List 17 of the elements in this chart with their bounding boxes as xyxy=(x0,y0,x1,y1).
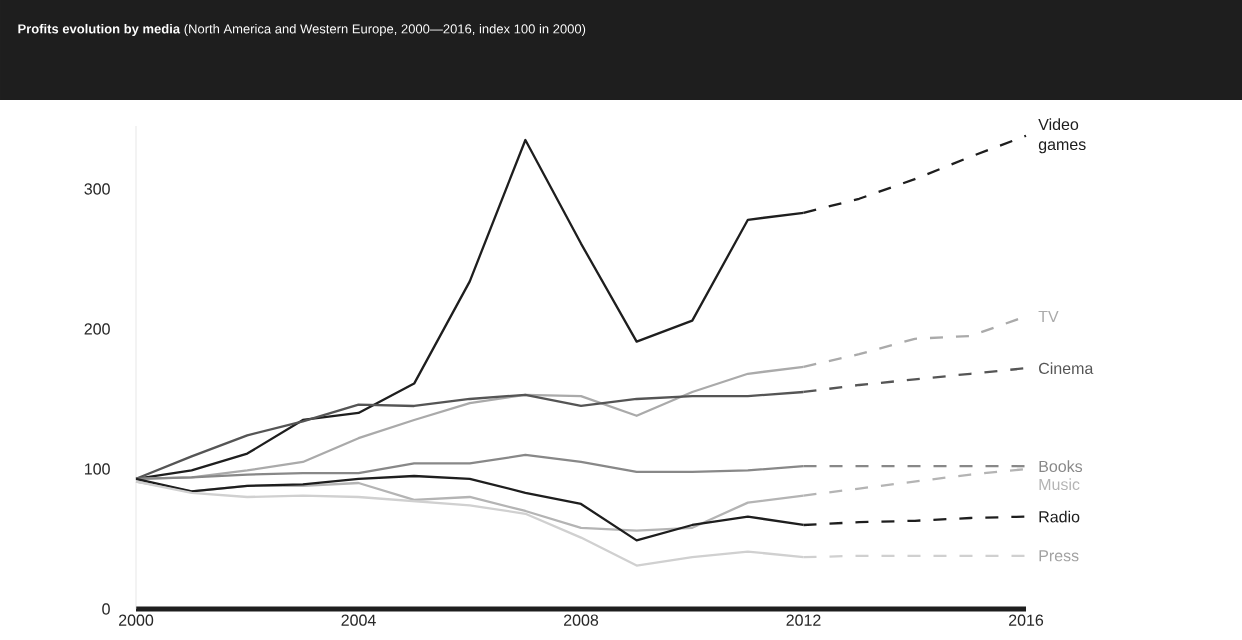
y-tick-label: 100 xyxy=(85,463,110,475)
x-tick-label: 2004 xyxy=(341,614,376,626)
chart-title: Profits evolution by media (North America and Western Europe, 2000—2016, index 100 in 2000) xyxy=(18,23,586,37)
x-tick-label: 2000 xyxy=(119,614,154,626)
series-label: TV xyxy=(1038,310,1059,322)
x-tick-label: 2016 xyxy=(1009,614,1044,626)
y-tick-label: 0 xyxy=(102,603,110,615)
series-label: Books xyxy=(1039,460,1083,473)
x-tick-label: 2008 xyxy=(564,614,599,626)
series-label: Radio xyxy=(1039,510,1080,523)
series-label: Cinema xyxy=(1039,362,1094,375)
series-label: Music xyxy=(1039,478,1080,491)
y-tick-label: 300 xyxy=(84,183,110,195)
series-label: Press xyxy=(1039,550,1079,562)
series-label: Video games xyxy=(1038,118,1086,154)
y-tick-label: 200 xyxy=(84,323,110,335)
x-tick-label: 2012 xyxy=(786,614,821,626)
